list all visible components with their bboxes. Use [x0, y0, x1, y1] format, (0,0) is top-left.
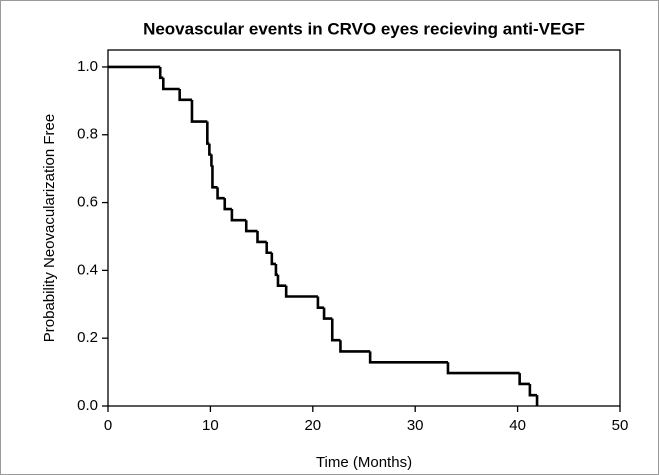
x-tick-label: 50: [612, 417, 629, 434]
step-segment: [256, 231, 267, 244]
step-segment: [211, 165, 218, 189]
step-segment: [190, 99, 208, 123]
step-segment: [216, 187, 225, 200]
x-tick-label: 20: [304, 417, 321, 434]
step-segment: [210, 154, 213, 167]
x-axis-label: Time (Months): [316, 454, 412, 471]
step-segment: [244, 220, 258, 233]
step-segment: [178, 88, 192, 102]
step-segment: [368, 351, 448, 364]
y-tick-label: 0.0: [77, 397, 98, 414]
step-segment: [322, 307, 333, 320]
step-segment: [518, 373, 530, 386]
x-tick-label: 0: [104, 417, 112, 434]
chart-title: Neovascular events in CRVO eyes recievin…: [143, 19, 585, 38]
x-tick-label: 40: [509, 417, 526, 434]
y-tick-label: 0.2: [77, 329, 98, 346]
step-segment: [446, 362, 520, 375]
step-segment: [316, 296, 325, 309]
step-segment: [223, 198, 232, 211]
step-segment: [161, 77, 180, 91]
step-segment: [339, 340, 371, 353]
y-tick-label: 0.6: [77, 194, 98, 211]
x-tick-label: 30: [407, 417, 424, 434]
y-tick-label: 0.8: [77, 126, 98, 143]
step-segment: [270, 252, 276, 266]
step-segment: [206, 121, 210, 145]
y-tick-label: 1.0: [77, 58, 98, 75]
step-segment: [230, 209, 247, 222]
x-tick-label: 10: [202, 417, 219, 434]
step-segment: [528, 383, 538, 397]
plot-frame: [107, 49, 621, 407]
step-segment: [276, 274, 287, 287]
y-axis-label: Probability Neovacularization Free: [41, 114, 58, 342]
step-segment: [284, 285, 318, 298]
y-tick-label: 0.4: [77, 261, 98, 278]
step-segment: [330, 318, 341, 342]
step-segment: [265, 241, 272, 255]
